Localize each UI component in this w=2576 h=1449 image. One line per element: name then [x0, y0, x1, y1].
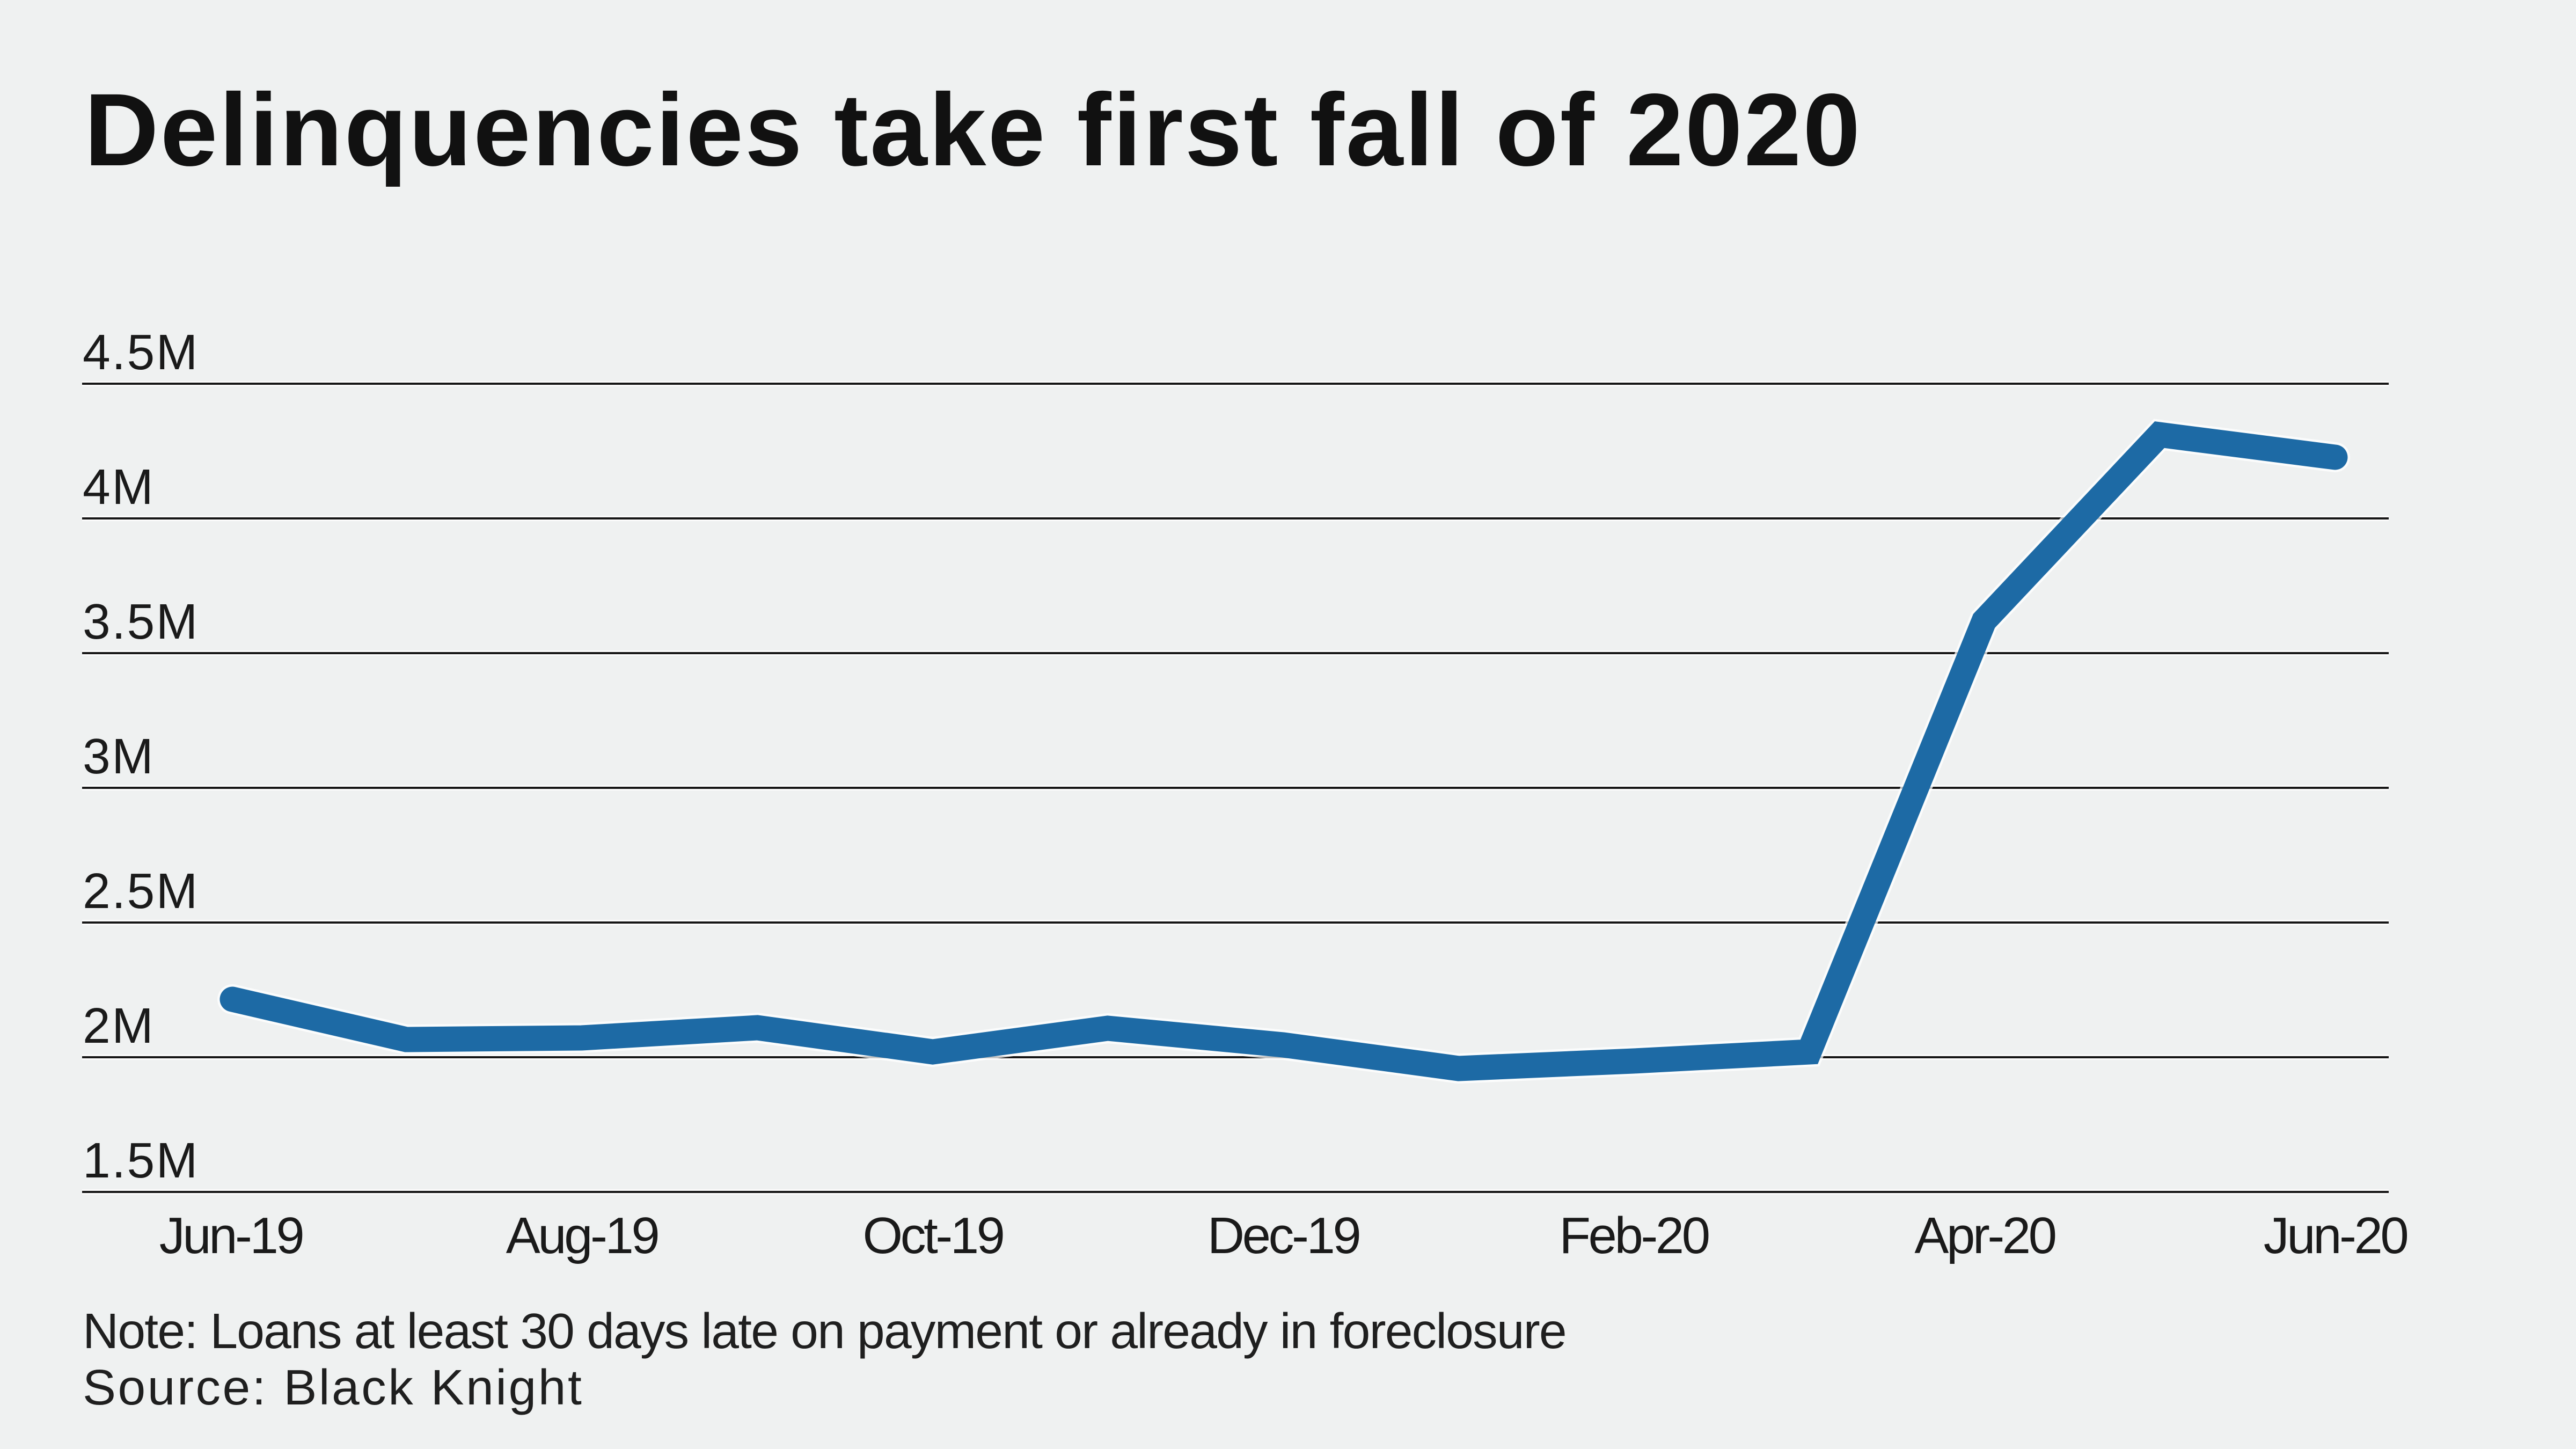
svg-text:Oct-19: Oct-19 — [862, 1207, 1002, 1264]
svg-text:2M: 2M — [83, 998, 155, 1053]
svg-text:Jun-19: Jun-19 — [159, 1207, 303, 1264]
svg-text:3M: 3M — [83, 728, 155, 784]
svg-text:Source: Black Knight: Source: Black Knight — [83, 1359, 583, 1415]
svg-text:Dec-19: Dec-19 — [1208, 1207, 1359, 1264]
svg-text:Apr-20: Apr-20 — [1914, 1207, 2055, 1264]
svg-text:1.5M: 1.5M — [83, 1132, 199, 1188]
svg-text:Note: Loans at least 30 days l: Note: Loans at least 30 days late on pay… — [83, 1303, 1566, 1359]
svg-text:4.5M: 4.5M — [83, 324, 199, 380]
svg-text:2.5M: 2.5M — [83, 863, 199, 919]
svg-text:3.5M: 3.5M — [83, 594, 199, 649]
svg-text:Delinquencies take first fall: Delinquencies take first fall of 2020 — [84, 72, 1862, 187]
svg-text:Jun-20: Jun-20 — [2264, 1207, 2407, 1264]
svg-text:Feb-20: Feb-20 — [1559, 1207, 1708, 1264]
svg-text:Aug-19: Aug-19 — [506, 1207, 658, 1264]
svg-text:4M: 4M — [83, 459, 155, 515]
